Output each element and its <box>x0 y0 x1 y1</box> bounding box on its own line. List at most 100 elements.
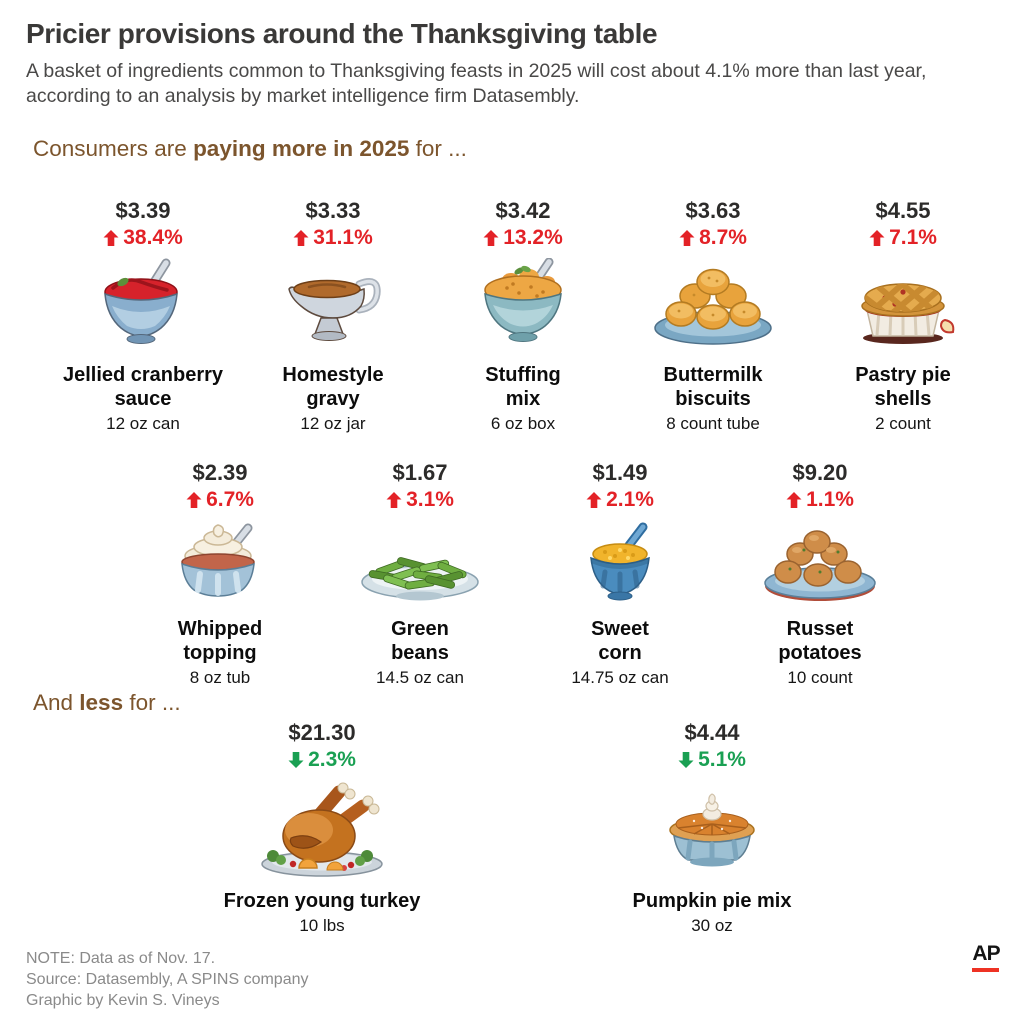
item-price: $4.44 <box>684 719 740 745</box>
item-card-buttermilk-biscuits: $3.63 8.7% <box>618 198 808 434</box>
heading-less-emphasis: less <box>79 689 124 715</box>
footer-note: NOTE: Data as of Nov. 17. <box>26 949 216 967</box>
item-change: 8.7% <box>618 226 808 250</box>
item-size: 8 count tube <box>666 413 760 433</box>
item-card-whipped-topping: $2.39 6.7% Whipped topping 8 oz tub <box>120 460 320 688</box>
roast-turkey-platter-illustration <box>192 780 452 880</box>
item-price: $3.33 <box>305 197 361 223</box>
item-change-value: 7.1% <box>889 225 937 249</box>
items-row-2: $2.39 6.7% Whipped topping 8 oz tub $1.67 <box>120 460 1024 688</box>
heading-less-suffix: for ... <box>123 689 181 715</box>
item-price: $1.67 <box>392 459 448 485</box>
decrease-arrow-icon <box>678 751 694 768</box>
item-change: 1.1% <box>720 488 920 512</box>
item-name: Whipped topping <box>177 617 263 664</box>
items-row-1: $3.39 38.4% Jellied cranberry sauce 12 oz… <box>48 198 1024 434</box>
sweet-corn-bowl-illustration <box>520 520 720 608</box>
item-change-value: 31.1% <box>313 225 373 249</box>
item-card-russet-potatoes: $9.20 1.1% <box>720 460 920 688</box>
item-price: $21.30 <box>288 719 356 745</box>
header: Pricier provisions around the Thanksgivi… <box>0 0 1024 110</box>
item-size: 12 oz jar <box>300 413 366 433</box>
increase-arrow-icon <box>103 229 119 246</box>
item-size: 10 lbs <box>299 915 345 935</box>
cranberry-sauce-bowl-illustration <box>48 258 238 354</box>
footer-credit: Graphic by Kevin S. Vineys <box>26 992 220 1010</box>
item-name: Green beans <box>391 617 449 664</box>
item-change-value: 6.7% <box>206 487 254 511</box>
pumpkin-pie-illustration <box>582 780 842 880</box>
item-change-value: 2.3% <box>308 747 356 771</box>
ap-logo-text: AP <box>972 942 1000 965</box>
item-change: 5.1% <box>582 748 842 772</box>
heading-less-prefix: And <box>33 689 80 715</box>
item-price: $3.39 <box>115 197 171 223</box>
item-change-value: 1.1% <box>806 487 854 511</box>
item-name: Jellied cranberry sauce <box>62 363 224 410</box>
increase-arrow-icon <box>186 491 202 508</box>
lattice-pie-illustration <box>808 258 998 354</box>
item-change: 6.7% <box>120 488 320 512</box>
item-change-value: 5.1% <box>698 747 746 771</box>
page-title: Pricier provisions around the Thanksgivi… <box>26 18 658 49</box>
stuffing-bowl-illustration <box>428 257 618 354</box>
heading-more-emphasis: paying more in 2025 <box>193 135 410 161</box>
item-name: Russet potatoes <box>778 617 862 664</box>
item-name: Homestyle gravy <box>282 363 384 410</box>
ap-logo-red-bar <box>972 968 999 972</box>
item-change: 38.4% <box>48 226 238 250</box>
heading-more-suffix: for ... <box>409 135 467 161</box>
footer-source: Source: Datasembly, A SPINS company <box>26 970 309 988</box>
item-size: 14.5 oz can <box>376 667 464 687</box>
increase-arrow-icon <box>786 491 802 508</box>
item-card-frozen-turkey: $21.30 2.3% <box>192 720 452 936</box>
section-heading-less: And less for ... <box>33 690 1024 716</box>
item-change: 3.1% <box>320 488 520 512</box>
item-size: 6 oz box <box>490 413 556 433</box>
item-card-cranberry-sauce: $3.39 38.4% Jellied cranberry sauce 12 oz… <box>48 198 238 434</box>
biscuits-plate-illustration <box>618 258 808 354</box>
item-change-value: 13.2% <box>503 225 563 249</box>
item-change-value: 3.1% <box>406 487 454 511</box>
item-price: $3.63 <box>685 197 741 223</box>
item-name: Pumpkin pie mix <box>632 889 792 912</box>
item-card-pumpkin-pie-mix: $4.44 5.1% Pumpkin pie mix 30 oz <box>582 720 842 936</box>
item-change: 2.3% <box>192 748 452 772</box>
items-row-3: $21.30 2.3% <box>192 720 1024 936</box>
potatoes-plate-illustration <box>720 520 920 608</box>
increase-arrow-icon <box>679 229 695 246</box>
item-name: Sweet corn <box>591 617 649 664</box>
increase-arrow-icon <box>293 229 309 246</box>
item-change: 31.1% <box>238 226 428 250</box>
item-name: Pastry pie shells <box>855 363 951 410</box>
item-name: Stuffing mix <box>485 363 561 410</box>
item-name: Frozen young turkey <box>223 889 421 912</box>
item-price: $4.55 <box>875 197 931 223</box>
increase-arrow-icon <box>586 491 602 508</box>
increase-arrow-icon <box>869 229 885 246</box>
section-heading-more: Consumers are paying more in 2025 for ..… <box>33 136 1024 162</box>
item-card-sweet-corn: $1.49 2.1% Sweet corn 14.75 oz can <box>520 460 720 688</box>
item-change-value: 8.7% <box>699 225 747 249</box>
item-price: $3.42 <box>495 197 551 223</box>
footer: NOTE: Data as of Nov. 17. Source: Datase… <box>26 948 1024 1012</box>
gravy-boat-illustration <box>238 258 428 354</box>
whipped-topping-tub-illustration <box>120 520 320 608</box>
increase-arrow-icon <box>386 491 402 508</box>
item-size: 12 oz can <box>106 413 180 433</box>
green-beans-plate-illustration <box>320 520 520 608</box>
item-size: 14.75 oz can <box>571 667 669 687</box>
increase-arrow-icon <box>483 229 499 246</box>
decrease-arrow-icon <box>288 751 304 768</box>
item-change: 13.2% <box>428 226 618 250</box>
item-size: 10 count <box>787 667 853 687</box>
item-price: $1.49 <box>592 459 648 485</box>
item-price: $2.39 <box>192 459 248 485</box>
item-change: 2.1% <box>520 488 720 512</box>
item-change: 7.1% <box>808 226 998 250</box>
item-size: 2 count <box>875 413 931 433</box>
ap-logo: AP <box>972 942 1001 972</box>
item-card-green-beans: $1.67 3.1% <box>320 460 520 688</box>
subtitle: A basket of ingredients common to Thanks… <box>26 60 927 108</box>
item-size: 8 oz tub <box>189 667 251 687</box>
